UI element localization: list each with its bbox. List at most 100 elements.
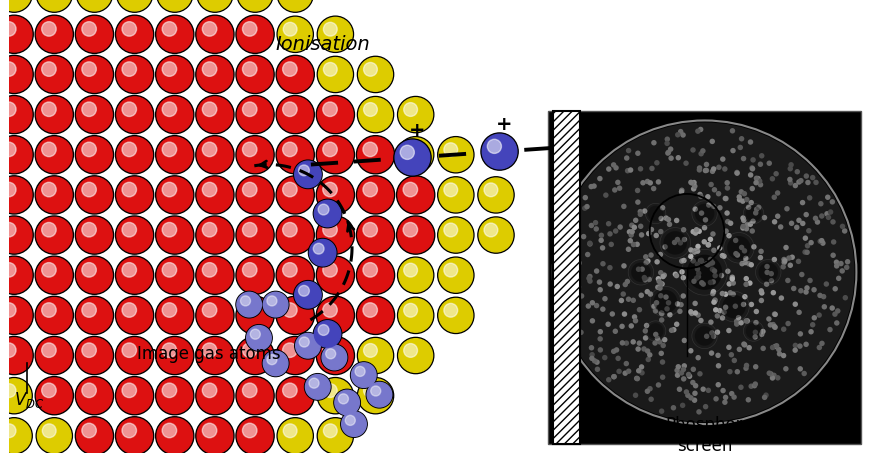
Circle shape — [243, 383, 257, 398]
Circle shape — [737, 197, 742, 202]
Circle shape — [594, 303, 599, 308]
Circle shape — [298, 285, 309, 296]
Circle shape — [678, 129, 684, 134]
Circle shape — [799, 272, 805, 277]
Circle shape — [659, 281, 664, 287]
Circle shape — [42, 142, 56, 156]
Circle shape — [35, 296, 73, 334]
Circle shape — [478, 177, 514, 213]
Circle shape — [698, 127, 703, 132]
Circle shape — [711, 187, 717, 193]
Circle shape — [793, 183, 798, 188]
Circle shape — [282, 62, 297, 76]
Circle shape — [276, 56, 314, 94]
Circle shape — [698, 258, 703, 263]
Circle shape — [587, 278, 593, 284]
Circle shape — [237, 0, 273, 12]
Circle shape — [358, 137, 393, 173]
Circle shape — [122, 423, 136, 438]
Circle shape — [717, 245, 722, 251]
Circle shape — [276, 376, 314, 415]
Circle shape — [122, 383, 136, 398]
Circle shape — [681, 275, 686, 281]
Circle shape — [771, 311, 778, 317]
Circle shape — [37, 17, 72, 52]
Circle shape — [710, 260, 715, 266]
Circle shape — [576, 284, 582, 290]
Circle shape — [156, 256, 194, 294]
Circle shape — [740, 225, 745, 231]
Circle shape — [398, 137, 434, 173]
Circle shape — [840, 268, 845, 274]
Circle shape — [733, 303, 738, 309]
Circle shape — [439, 218, 473, 252]
Circle shape — [156, 376, 194, 415]
Circle shape — [781, 326, 787, 332]
Circle shape — [775, 213, 780, 219]
Circle shape — [762, 215, 767, 220]
Circle shape — [749, 302, 754, 307]
Circle shape — [116, 95, 154, 134]
Circle shape — [708, 319, 713, 325]
Circle shape — [317, 338, 353, 373]
Circle shape — [77, 17, 112, 52]
Circle shape — [830, 199, 835, 205]
Circle shape — [364, 344, 377, 357]
Circle shape — [202, 22, 217, 36]
Circle shape — [748, 139, 754, 145]
Circle shape — [263, 350, 289, 376]
Circle shape — [575, 237, 581, 242]
Circle shape — [309, 378, 319, 388]
Circle shape — [236, 176, 274, 214]
Circle shape — [696, 229, 702, 234]
Circle shape — [694, 204, 714, 223]
Circle shape — [654, 290, 677, 313]
Circle shape — [759, 290, 764, 296]
Circle shape — [116, 176, 154, 214]
Circle shape — [2, 303, 16, 317]
Circle shape — [687, 374, 693, 379]
Circle shape — [42, 182, 56, 197]
Circle shape — [325, 349, 336, 359]
Circle shape — [439, 299, 473, 332]
Circle shape — [635, 200, 641, 205]
Circle shape — [730, 148, 736, 153]
Circle shape — [690, 147, 696, 153]
Circle shape — [358, 298, 393, 333]
Circle shape — [197, 257, 233, 293]
Circle shape — [619, 324, 625, 329]
Circle shape — [722, 166, 728, 172]
Circle shape — [0, 377, 32, 414]
Circle shape — [657, 339, 662, 344]
Circle shape — [77, 217, 112, 253]
Circle shape — [277, 0, 314, 12]
Circle shape — [741, 302, 746, 307]
Circle shape — [602, 355, 607, 360]
Circle shape — [756, 205, 762, 210]
Circle shape — [691, 258, 696, 263]
Circle shape — [791, 286, 797, 291]
Circle shape — [75, 136, 114, 174]
Circle shape — [726, 344, 732, 350]
Circle shape — [623, 282, 628, 287]
Circle shape — [606, 166, 612, 172]
Circle shape — [710, 138, 715, 144]
Circle shape — [744, 282, 749, 287]
Circle shape — [698, 194, 703, 199]
Circle shape — [196, 216, 234, 254]
Circle shape — [37, 56, 72, 92]
Circle shape — [796, 259, 801, 264]
Circle shape — [830, 305, 835, 311]
Circle shape — [713, 396, 719, 401]
Circle shape — [243, 182, 257, 197]
Circle shape — [278, 378, 313, 413]
Circle shape — [276, 95, 314, 134]
Circle shape — [403, 182, 418, 197]
Circle shape — [296, 333, 320, 358]
Circle shape — [323, 263, 337, 277]
Circle shape — [708, 280, 713, 285]
Circle shape — [709, 259, 714, 265]
Circle shape — [598, 329, 603, 334]
Circle shape — [243, 222, 257, 237]
Circle shape — [759, 332, 764, 337]
